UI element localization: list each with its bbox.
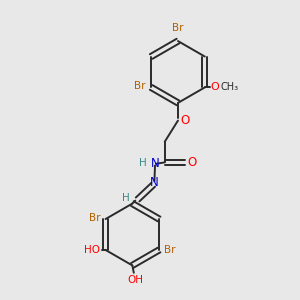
Text: O: O [180, 114, 190, 127]
Text: HO: HO [84, 245, 100, 255]
Text: H: H [122, 193, 129, 203]
Text: H: H [139, 158, 147, 168]
Text: Br: Br [164, 245, 176, 255]
Text: Br: Br [89, 213, 100, 223]
Text: OH: OH [128, 275, 144, 285]
Text: O: O [187, 156, 196, 169]
Text: O: O [210, 82, 219, 92]
Text: Br: Br [172, 23, 184, 33]
Text: Br: Br [134, 81, 146, 91]
Text: N: N [150, 176, 159, 190]
Text: N: N [151, 157, 159, 170]
Text: CH₃: CH₃ [221, 82, 239, 92]
